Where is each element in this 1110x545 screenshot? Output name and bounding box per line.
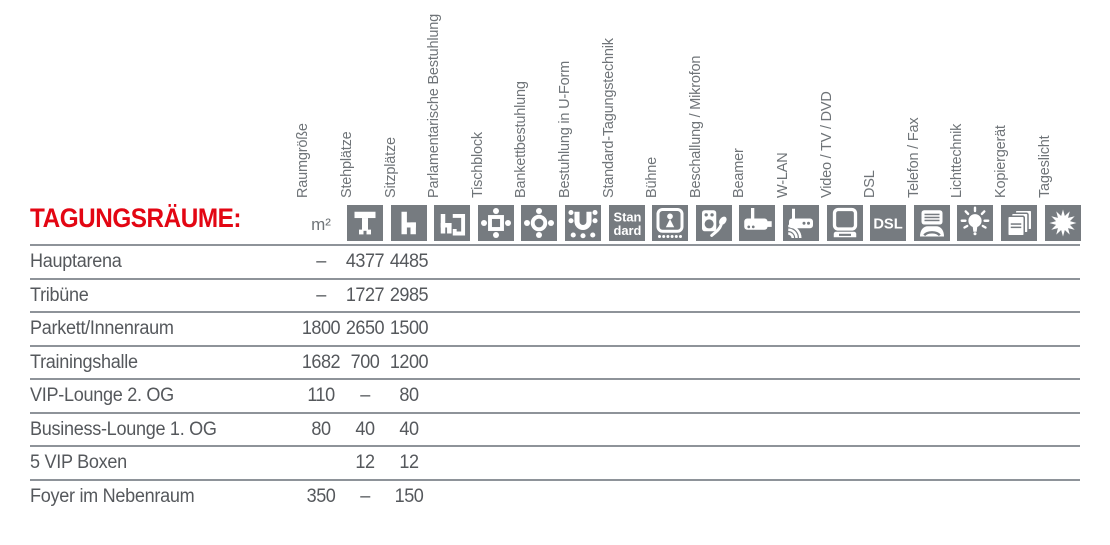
page-title: TAGUNGSRÄUME: — [30, 203, 242, 233]
table-row-vip-boxen: 5 VIP Boxen 12 12 — [30, 447, 1080, 481]
column-label-buehne: Bühne — [644, 157, 660, 198]
standing-capacity-value: – — [360, 385, 370, 406]
room-size-value — [300, 447, 342, 479]
column-label-kopiergeraet: Kopiergerät — [993, 125, 1009, 198]
beschallung-mikrofon-icon — [696, 205, 732, 241]
seating-capacity-value: 4485 — [389, 251, 429, 272]
table-row-vip-lounge: VIP-Lounge 2. OG 110 – 80 — [30, 380, 1080, 414]
seating-capacity-value: 1200 — [389, 351, 429, 373]
stehplaetze-icon — [347, 205, 383, 241]
u-form-bestuhlung-icon — [565, 205, 601, 241]
seating-capacity-value: 1500 — [389, 318, 429, 339]
bankettbestuhlung-icon — [521, 205, 557, 241]
seating-capacity-value: 40 — [399, 418, 419, 440]
column-label-parlamentarisch: Parlamentarische Bestuhlung — [426, 13, 442, 198]
seating-capacity-value: 80 — [399, 385, 419, 406]
standing-capacity-value: 700 — [350, 351, 380, 373]
standing-capacity-value: 40 — [355, 418, 375, 440]
room-size-value: – — [316, 251, 326, 272]
column-label-stehplaetze: Stehplätze — [339, 131, 355, 198]
room-name: Trainingshalle — [30, 351, 138, 373]
room-size-value: 1682 — [301, 351, 341, 373]
table-row-parkett-innenraum: Parkett/Innenraum 1800 2650 1500 — [30, 313, 1080, 347]
telefon-fax-icon — [914, 205, 950, 241]
tischblock-icon — [478, 205, 514, 241]
column-label-tageslicht: Tageslicht — [1037, 135, 1053, 198]
buehne-icon — [652, 205, 688, 241]
seating-capacity-value: 2985 — [389, 284, 429, 306]
video-tv-dvd-icon — [827, 205, 863, 241]
room-size-value: 1800 — [301, 318, 341, 339]
standard-tagungstechnik-icon: Stan dard — [609, 205, 645, 241]
column-label-sitzplaetze: Sitzplätze — [383, 137, 399, 198]
table-row-hauptarena: Hauptarena – 4377 4485 — [30, 246, 1080, 280]
column-label-beamer: Beamer — [731, 148, 747, 198]
column-label-standard: Standard-Tagungstechnik — [601, 38, 617, 198]
table-row-foyer: Foyer im Nebenraum 350 – 150 — [30, 481, 1080, 515]
m2-unit: m² — [311, 215, 331, 234]
beamer-icon — [739, 205, 775, 241]
column-label-bankett: Bankettbestuhlung — [513, 81, 529, 198]
standard-icon-text-line2: dard — [614, 223, 642, 238]
room-name: Tribüne — [30, 284, 89, 306]
table-row-business-lounge: Business-Lounge 1. OG 80 40 40 — [30, 414, 1080, 447]
column-label-raumgroesse: Raumgröße — [295, 123, 311, 198]
table-row-trainingshalle: Trainingshalle 1682 700 1200 — [30, 347, 1080, 380]
lichttechnik-icon — [957, 205, 993, 241]
room-name: Business-Lounge 1. OG — [30, 418, 217, 440]
room-name: Foyer im Nebenraum — [30, 485, 195, 507]
kopiergeraet-icon — [1001, 205, 1037, 241]
room-size-value: 350 — [306, 485, 336, 507]
dsl-icon: DSL — [870, 205, 906, 241]
table-row-tribuene: Tribüne – 1727 2985 — [30, 280, 1080, 313]
standard-icon-text-line1: Stan — [614, 210, 642, 225]
room-name: Hauptarena — [30, 251, 122, 272]
room-size-value: – — [316, 284, 326, 306]
seating-capacity-value: 12 — [399, 452, 419, 473]
standing-capacity-value: – — [360, 485, 370, 507]
wlan-icon — [783, 205, 819, 241]
column-label-uform: Bestuhlung in U-Form — [557, 60, 573, 198]
sitzplaetze-icon — [391, 205, 427, 241]
room-name: VIP-Lounge 2. OG — [30, 385, 174, 406]
room-size-value: 80 — [311, 418, 331, 440]
column-label-wlan: W-LAN — [775, 152, 791, 198]
standing-capacity-value: 1727 — [345, 284, 385, 306]
tageslicht-icon — [1045, 205, 1081, 241]
room-size-value: 110 — [307, 385, 335, 406]
column-label-dsl: DSL — [862, 170, 878, 198]
dsl-icon-text: DSL — [873, 217, 902, 233]
column-label-telefon: Telefon / Fax — [906, 117, 922, 198]
column-label-video: Video / TV / DVD — [819, 91, 835, 198]
seating-capacity-value: 150 — [394, 485, 424, 507]
room-table: Hauptarena – 4377 4485 Tribüne – 1727 29… — [30, 244, 1080, 514]
parlamentarische-bestuhlung-icon — [434, 205, 470, 241]
room-name: Parkett/Innenraum — [30, 318, 174, 339]
column-label-lichttechnik: Lichttechnik — [949, 123, 965, 198]
column-label-beschallung: Beschallung / Mikrofon — [688, 55, 704, 198]
standing-capacity-value: 12 — [355, 452, 375, 473]
standing-capacity-value: 4377 — [345, 251, 385, 272]
standing-capacity-value: 2650 — [345, 318, 385, 339]
room-name: 5 VIP Boxen — [30, 452, 127, 473]
column-label-tischblock: Tischblock — [470, 132, 486, 198]
